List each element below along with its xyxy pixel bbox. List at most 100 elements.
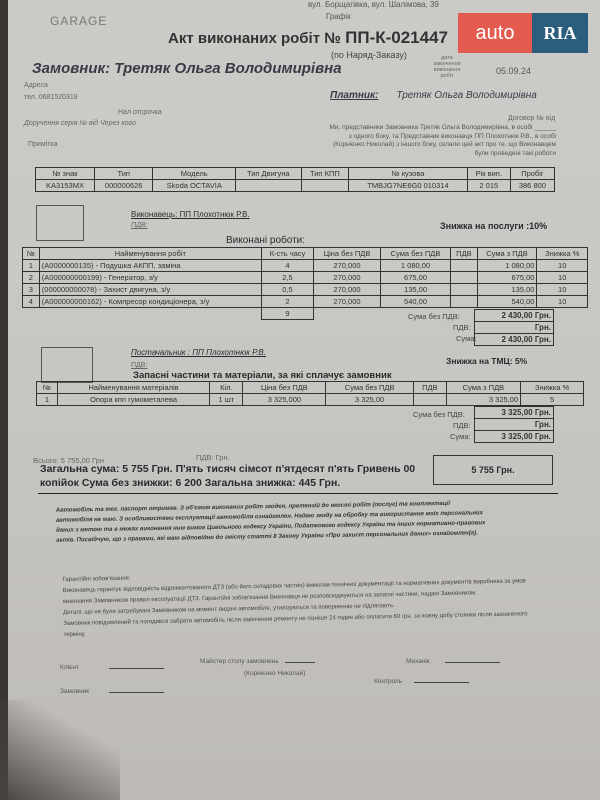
table-cell: Знижка %	[536, 247, 588, 260]
consent-text: Автомобіль та тех. паспорт отримав. З об…	[55, 500, 486, 544]
table-cell: К-сть часу	[260, 247, 315, 260]
table-cell: 2,5	[260, 271, 315, 284]
parts-vat: ПДВ:	[131, 362, 148, 369]
table-cell: ПДВ	[450, 247, 478, 260]
watermark-ria: RIA	[532, 13, 588, 53]
total-line-1: Загальна сума: 5 755 Грн. П'ять тисяч сі…	[40, 463, 416, 475]
table-cell: Кіл.	[209, 381, 244, 394]
hours-total-row: 9	[23, 307, 588, 320]
works-sum: 2 430,00 Грн.	[474, 333, 554, 346]
table-cell: 10	[536, 283, 588, 296]
mechanic-signature: Механік	[406, 658, 500, 665]
table-cell: ПДВ	[412, 381, 447, 394]
table-cell: 675,00	[476, 271, 538, 284]
subtitle: (по Наряд-Заказу)	[331, 50, 407, 60]
table-cell: 1	[36, 393, 58, 406]
table-cell: 10	[536, 271, 588, 284]
table-cell: TMBJG7NE6G0 010314	[348, 179, 468, 192]
table-cell: Опора кпп гумометалева	[56, 393, 211, 406]
works-stamp-icon	[36, 205, 84, 241]
works-vat-value: Грн.	[474, 321, 554, 334]
table-cell: 135,00	[476, 283, 538, 296]
address-label: Адреса	[24, 82, 48, 89]
contract-number: Договор № від	[508, 115, 556, 122]
table-cell	[412, 393, 447, 406]
table-cell: Тип	[93, 167, 154, 180]
table-cell: Модель	[152, 167, 237, 180]
table-cell: Сума з ПДВ	[445, 381, 522, 394]
table-cell	[450, 283, 478, 296]
works-table: № Найменування робіт К-сть часу Ціна без ПД…	[22, 247, 588, 320]
total-box: 5 755 Грн.	[433, 455, 553, 485]
table-cell: 5	[520, 393, 584, 406]
table-cell: 675,00	[379, 271, 452, 284]
client-label: Клієнт	[60, 664, 79, 671]
watermark-auto: auto	[458, 13, 532, 53]
payer-label: Платник:	[330, 90, 379, 101]
power-of-attorney: Доручення серія № від Через кого	[24, 120, 136, 127]
note-label: Примітка	[28, 141, 58, 148]
table-cell: 000000626	[93, 179, 154, 192]
table-cell: (000000000078) - Захист двигуна, з/у	[38, 283, 262, 296]
title-prefix: Акт виконаних робіт №	[168, 30, 341, 47]
table-cell: 10	[536, 259, 588, 272]
table-row: 1 Опора кпп гумометалева 1 шт 3 325,000 3 32…	[36, 393, 584, 406]
table-cell: (A000000000199) - Генератор, з/у	[38, 271, 262, 284]
table-cell: 3 325,00	[325, 393, 414, 406]
table-cell: (A0000000135) - Подушка АКПП, заміна	[38, 259, 262, 272]
table-cell: Тип Двигуна	[235, 167, 302, 180]
table-cell: 9	[260, 307, 315, 320]
table-cell: Сума без ПДВ	[325, 381, 414, 394]
vehicle-table: № знак Тип Модель Тип Двигуна Тип КПП № кузов…	[35, 167, 556, 192]
table-cell	[450, 271, 478, 284]
payer: Платник: Третяк Ольга Володимирівна	[330, 90, 537, 101]
table-header-row: № Найменування матеріалів Кіл. Ціна без ПДВ…	[36, 381, 584, 394]
table-row: 3 (000000000078) - Захист двигуна, з/у 0,5…	[22, 283, 588, 296]
table-cell: Ціна без ПДВ	[313, 247, 381, 260]
vehicle-values-row: KA3153MX 000000626 Skoda OCTAVIA TMBJG7NE6G…	[35, 179, 556, 192]
table-cell: 270,000	[313, 295, 381, 308]
total-vat: ПДВ: Грн.	[196, 453, 230, 462]
table-row: 1 (A0000000135) - Подушка АКПП, заміна 4 27…	[22, 259, 588, 272]
table-cell: № кузова	[348, 167, 468, 180]
table-cell: Рік вип.	[466, 167, 511, 180]
table-cell: Найменування робіт	[38, 247, 262, 260]
table-cell: 1 шт	[209, 393, 244, 406]
divider	[38, 493, 558, 494]
table-cell: Skoda OCTAVIA	[152, 179, 237, 192]
total-text: Загальна сума: 5 755 Грн. П'ять тисяч сі…	[40, 462, 415, 490]
table-cell: 3 325,00	[445, 393, 522, 406]
works-vat-label: ПДВ:	[453, 323, 471, 332]
control-label: Контроль	[374, 678, 403, 685]
total-line-2: копійок Сума без знижки: 6 200 Загальна …	[40, 477, 341, 489]
background-shadow	[0, 700, 120, 800]
works-discount: Знижка на послуги :10%	[440, 221, 548, 231]
table-cell: 3 325,000	[242, 393, 327, 406]
table-cell: 386 800	[509, 179, 556, 192]
table-cell: 540,00	[379, 295, 452, 308]
table-cell: Знижка %	[520, 381, 584, 394]
table-cell	[450, 259, 478, 272]
table-cell: Сума без ПДВ	[379, 247, 452, 260]
works-sum-no-vat: 2 430,00 Грн.	[474, 309, 554, 322]
table-cell: 0,5	[260, 283, 315, 296]
table-cell	[235, 179, 302, 192]
vehicle-header-row: № знак Тип Модель Тип Двигуна Тип КПП № кузов…	[35, 167, 556, 180]
client-signature: Клієнт	[60, 664, 164, 671]
works-sum-table: 2 430,00 Грн. Грн. 2 430,00 Грн.	[474, 309, 554, 346]
parts-stamp-icon	[41, 347, 93, 383]
table-cell	[450, 295, 478, 308]
works-title: Виконані роботи:	[226, 235, 306, 246]
mechanic-label: Механік	[406, 658, 430, 665]
table-cell: 135,00	[379, 283, 452, 296]
master-signature: Майстер столу замовлень	[200, 658, 315, 665]
date-label: дата закінчення виконання робіт	[433, 55, 461, 79]
table-cell	[300, 179, 350, 192]
garage-logo: GARAGE	[50, 14, 108, 28]
table-cell: №	[36, 381, 58, 394]
table-cell: 1 080,00	[379, 259, 452, 272]
table-cell: 1	[22, 259, 40, 272]
table-cell: 2	[260, 295, 315, 308]
phone: тел. 0681520318	[24, 94, 78, 101]
parts-title: Запасні частини та матеріали, за які спл…	[133, 370, 392, 381]
